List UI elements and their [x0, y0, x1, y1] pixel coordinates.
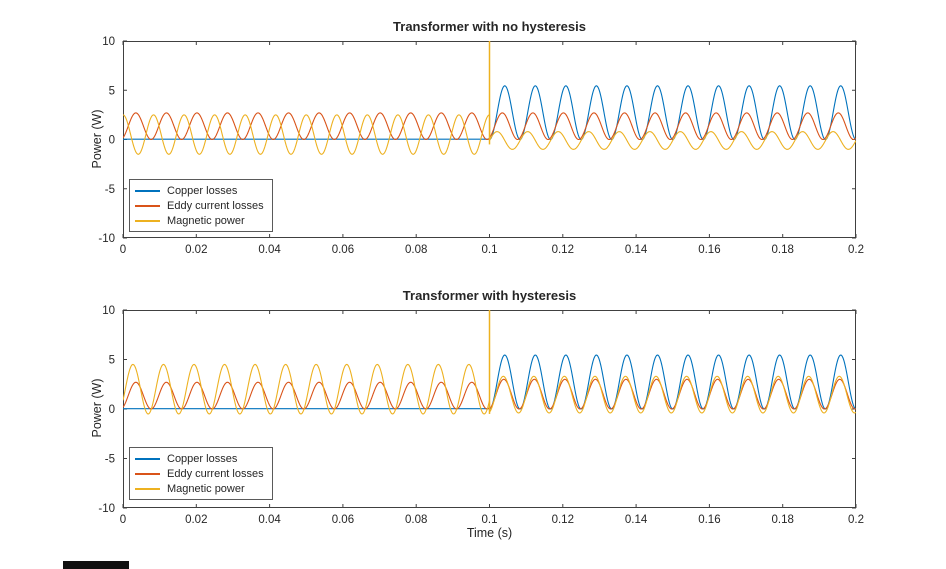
axes-hysteresis: 0 0.02 0.04 0.06 0.08 0.1 0.12 0.14 0.16 0.18 0.2 -… [98, 305, 864, 526]
svg-text:10: 10 [102, 305, 115, 317]
svg-text:0.16: 0.16 [698, 514, 720, 526]
svg-text:0.08: 0.08 [405, 514, 427, 526]
svg-text:-10: -10 [98, 503, 115, 515]
legend-label-copper-losses: Copper losses [167, 452, 238, 465]
svg-text:0.02: 0.02 [185, 244, 207, 256]
legend-line-magnetic-power [135, 487, 160, 490]
y-axis-label-bottom: Power (W) [90, 378, 104, 438]
axes-no-hysteresis: 0 0.02 0.04 0.06 0.08 0.1 0.12 0.14 0.16 0.18 0.2 -… [98, 36, 864, 256]
legend-label-eddy-current-losses: Eddy current losses [167, 199, 264, 212]
legend-top: Copper losses Eddy current losses Magnet… [129, 179, 273, 232]
svg-text:0: 0 [120, 514, 126, 526]
svg-text:0.16: 0.16 [698, 244, 720, 256]
svg-text:-5: -5 [105, 184, 115, 196]
legend-line-copper-losses [135, 189, 160, 192]
svg-text:0.1: 0.1 [482, 244, 498, 256]
x-axis-label: Time (s) [466, 526, 513, 540]
svg-text:0.18: 0.18 [772, 244, 794, 256]
svg-text:5: 5 [109, 85, 115, 97]
svg-text:0.14: 0.14 [625, 514, 648, 526]
svg-text:0.2: 0.2 [848, 514, 864, 526]
legend-line-eddy-current-losses [135, 204, 160, 207]
svg-text:0.08: 0.08 [405, 244, 427, 256]
legend-bottom: Copper losses Eddy current losses Magnet… [129, 447, 273, 500]
legend-line-copper-losses [135, 457, 160, 460]
legend-item-eddy-current-losses: Eddy current losses [135, 198, 264, 213]
svg-text:0.04: 0.04 [258, 244, 281, 256]
svg-text:0: 0 [120, 244, 126, 256]
svg-text:0.2: 0.2 [848, 244, 864, 256]
chart-title-no-hysteresis: Transformer with no hysteresis [393, 19, 586, 34]
legend-item-eddy-current-losses: Eddy current losses [135, 466, 264, 481]
legend-item-magnetic-power: Magnetic power [135, 213, 264, 228]
svg-text:10: 10 [102, 36, 115, 48]
svg-text:0.12: 0.12 [552, 514, 574, 526]
legend-line-magnetic-power [135, 219, 160, 222]
svg-text:0.12: 0.12 [552, 244, 574, 256]
svg-text:-5: -5 [105, 454, 115, 466]
legend-label-eddy-current-losses: Eddy current losses [167, 467, 264, 480]
screen-edge-artifact [63, 561, 129, 569]
svg-text:0: 0 [109, 404, 115, 416]
svg-text:-10: -10 [98, 233, 115, 245]
legend-label-magnetic-power: Magnetic power [167, 214, 245, 227]
legend-label-magnetic-power: Magnetic power [167, 482, 245, 495]
svg-text:0.04: 0.04 [258, 514, 281, 526]
svg-text:0.06: 0.06 [332, 244, 354, 256]
legend-label-copper-losses: Copper losses [167, 184, 238, 197]
legend-line-eddy-current-losses [135, 472, 160, 475]
svg-text:5: 5 [109, 355, 115, 367]
legend-item-copper-losses: Copper losses [135, 451, 264, 466]
chart-title-hysteresis: Transformer with hysteresis [402, 288, 577, 303]
svg-text:0.18: 0.18 [772, 514, 794, 526]
svg-text:0: 0 [109, 135, 115, 147]
svg-text:0.14: 0.14 [625, 244, 648, 256]
svg-text:0.06: 0.06 [332, 514, 354, 526]
legend-item-magnetic-power: Magnetic power [135, 481, 264, 496]
y-axis-label-top: Power (W) [90, 109, 104, 169]
svg-text:0.02: 0.02 [185, 514, 207, 526]
legend-item-copper-losses: Copper losses [135, 183, 264, 198]
svg-text:0.1: 0.1 [482, 514, 498, 526]
